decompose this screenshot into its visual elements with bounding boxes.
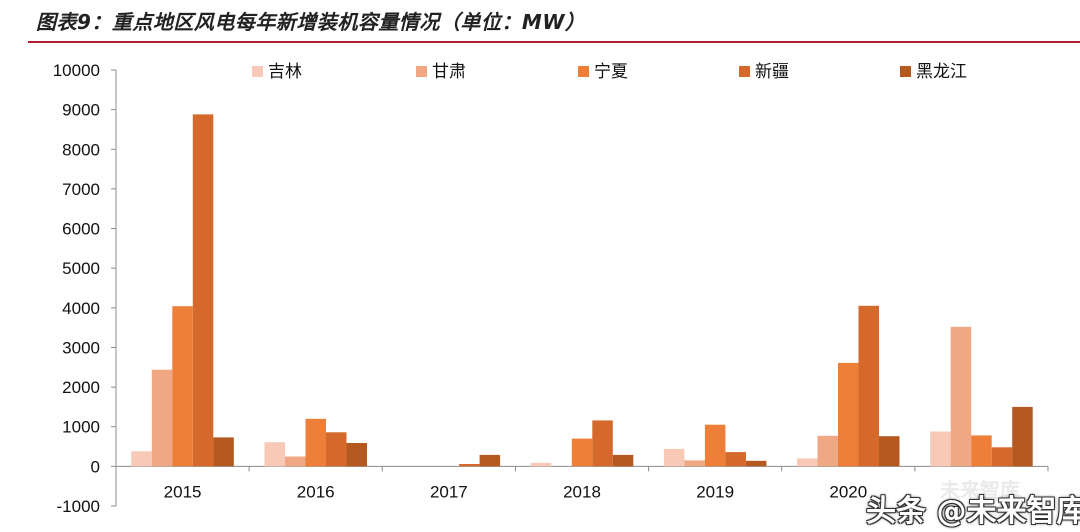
bar-1-6 bbox=[797, 458, 818, 467]
x-tick-label: 2015 bbox=[164, 482, 202, 501]
bar-4-2 bbox=[326, 432, 347, 467]
bar-1-1 bbox=[131, 451, 152, 467]
y-tick-label: 8000 bbox=[62, 140, 100, 159]
bar-5-2 bbox=[346, 443, 367, 467]
bar-3-6 bbox=[838, 362, 859, 467]
legend-swatch bbox=[739, 66, 750, 77]
y-tick-label: 5000 bbox=[62, 259, 100, 278]
y-tick-label: 2000 bbox=[62, 378, 100, 397]
bar-2-7 bbox=[950, 326, 972, 467]
bar-4-3 bbox=[459, 464, 480, 467]
bar-3-1 bbox=[172, 306, 193, 467]
y-tick-label: 6000 bbox=[62, 220, 100, 239]
bar-5-5 bbox=[745, 460, 767, 467]
bar-3-5 bbox=[704, 424, 726, 467]
y-tick-label: 3000 bbox=[62, 338, 100, 357]
bar-1-7 bbox=[930, 431, 951, 467]
bar-2-6 bbox=[817, 435, 838, 467]
bar-2-5 bbox=[684, 460, 705, 467]
bar-5-7 bbox=[1012, 406, 1033, 467]
legend-swatch bbox=[416, 66, 427, 77]
watermark-line1: 未来智库 bbox=[940, 478, 1020, 502]
legend-swatch bbox=[578, 66, 589, 77]
bar-4-5 bbox=[725, 452, 746, 467]
y-tick-label: 4000 bbox=[62, 299, 100, 318]
y-tick-label: 10000 bbox=[53, 61, 100, 80]
y-tick-label: -1000 bbox=[57, 497, 100, 516]
watermark-line2: 头条 @未来智库 bbox=[866, 494, 1080, 529]
bar-2-2 bbox=[285, 456, 306, 467]
bar-4-6 bbox=[858, 305, 879, 467]
legend-swatch bbox=[252, 66, 263, 77]
y-tick-label: 7000 bbox=[62, 180, 100, 199]
y-tick-label: 9000 bbox=[62, 101, 100, 120]
bar-5-4 bbox=[612, 454, 634, 467]
bar-3-2 bbox=[305, 418, 326, 467]
legend-label: 甘肃 bbox=[432, 62, 466, 82]
x-tick-label: 2019 bbox=[696, 482, 734, 501]
legend-label: 宁夏 bbox=[594, 62, 628, 82]
bar-3-4 bbox=[571, 438, 593, 467]
legend-label: 黑龙江 bbox=[916, 62, 967, 82]
title-divider bbox=[28, 41, 1080, 43]
bar-5-6 bbox=[879, 436, 900, 467]
bar-4-4 bbox=[592, 420, 613, 467]
chart-title: 图表9：重点地区风电每年新增装机容量情况（单位：MW） bbox=[36, 10, 586, 34]
bar-1-4 bbox=[530, 462, 552, 467]
bar-4-7 bbox=[991, 447, 1013, 467]
x-tick-label: 2018 bbox=[563, 482, 601, 501]
bar-1-5 bbox=[663, 448, 685, 467]
bar-5-1 bbox=[213, 437, 234, 467]
bar-1-2 bbox=[264, 442, 285, 467]
x-tick-label: 2016 bbox=[297, 482, 335, 501]
y-tick-label: 0 bbox=[91, 457, 100, 476]
bar-3-7 bbox=[971, 435, 992, 467]
legend-label: 新疆 bbox=[755, 62, 789, 82]
bar-5-3 bbox=[479, 454, 501, 467]
x-tick-label: 2020 bbox=[829, 482, 867, 501]
bar-2-1 bbox=[151, 369, 173, 467]
y-tick-label: 1000 bbox=[62, 418, 100, 437]
legend-swatch bbox=[900, 66, 911, 77]
bar-4-1 bbox=[192, 114, 214, 467]
x-tick-label: 2017 bbox=[430, 482, 468, 501]
legend-label: 吉林 bbox=[268, 62, 302, 82]
